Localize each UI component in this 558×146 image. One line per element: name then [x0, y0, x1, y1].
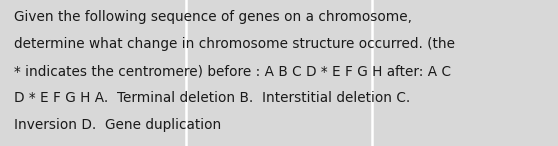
Text: determine what change in chromosome structure occurred. (the: determine what change in chromosome stru… — [14, 37, 455, 51]
Text: * indicates the centromere) before : A B C D * E F G H after: A C: * indicates the centromere) before : A B… — [14, 64, 451, 78]
Text: Given the following sequence of genes on a chromosome,: Given the following sequence of genes on… — [14, 10, 412, 24]
Text: D * E F G H A.  Terminal deletion B.  Interstitial deletion C.: D * E F G H A. Terminal deletion B. Inte… — [14, 91, 410, 105]
Text: Inversion D.  Gene duplication: Inversion D. Gene duplication — [14, 118, 221, 132]
